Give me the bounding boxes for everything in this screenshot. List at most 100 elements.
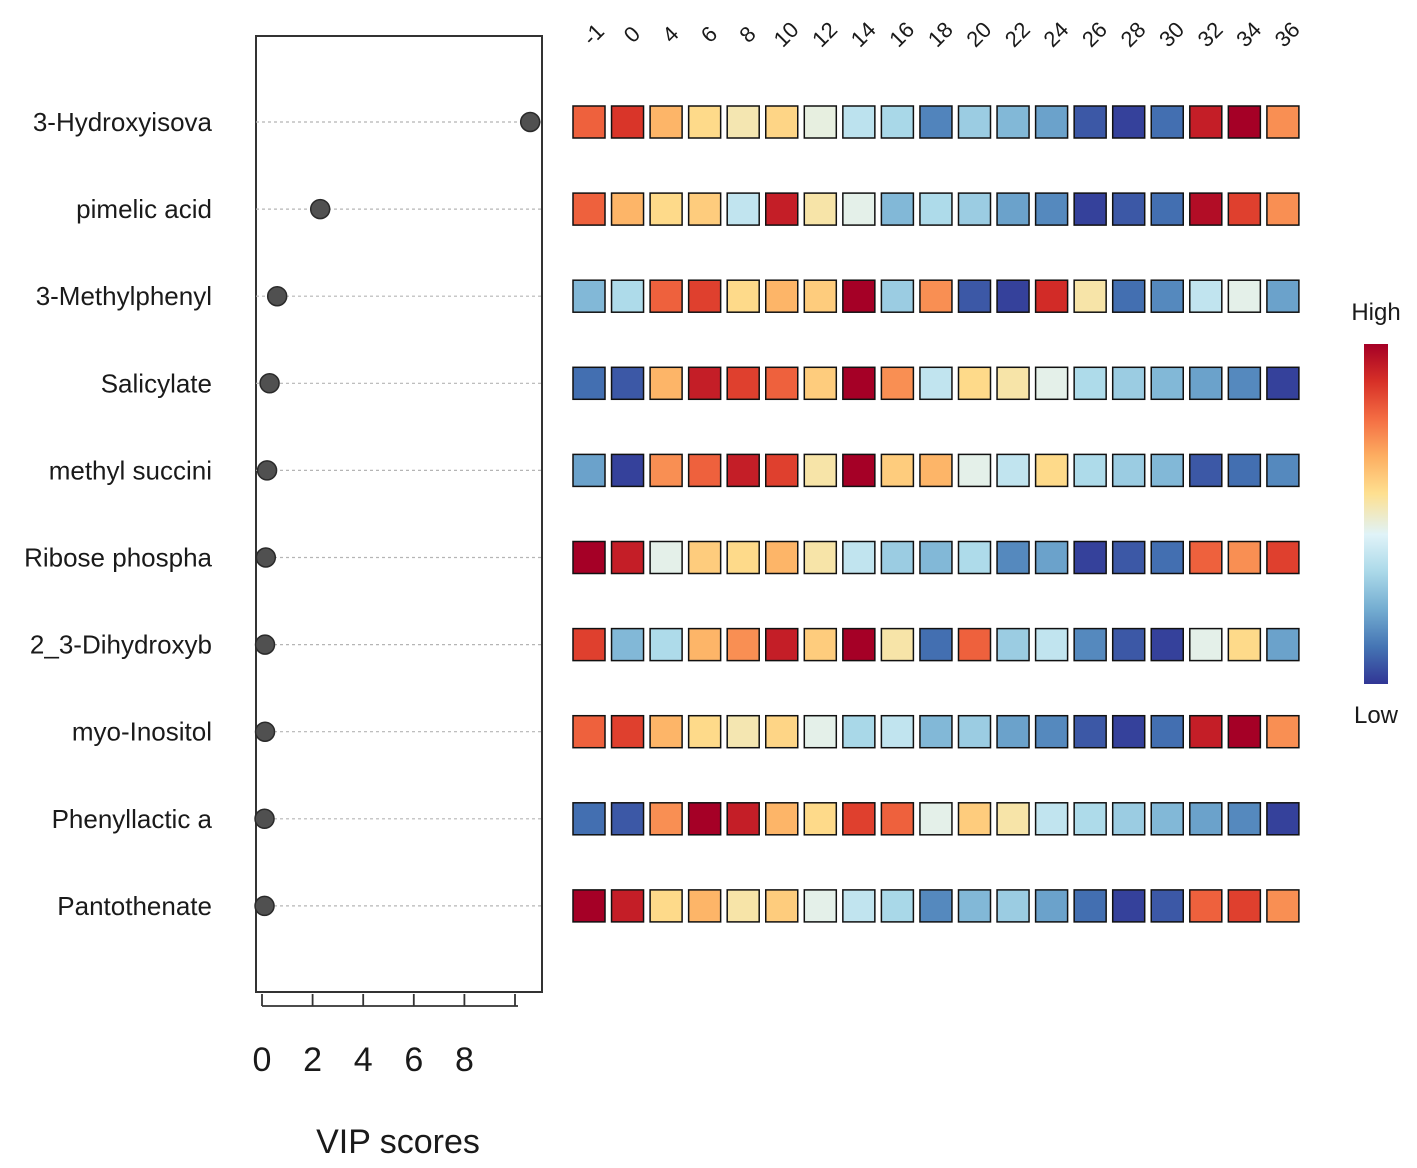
- heatmap-column-labels: -1 0 4 6 8 10 12 14 16 18 20 22 24 26 28 30 32 34 36: [578, 17, 1305, 52]
- heatmap-cell: [572, 453, 606, 488]
- heatmap-cell: [880, 105, 915, 139]
- heatmap-cell: [842, 714, 876, 749]
- heatmap-cell: [1189, 453, 1223, 488]
- heatmap-cell: [957, 279, 992, 313]
- heatmap-cell: [765, 192, 799, 226]
- column-label: 26: [1077, 17, 1112, 52]
- heatmap-cell: [919, 105, 953, 139]
- heatmap-cell: [1073, 105, 1107, 139]
- heatmap-cell: [842, 105, 876, 139]
- heatmap-cell: [919, 889, 953, 923]
- heatmap-cell: [803, 366, 838, 401]
- heatmap-cell: [1189, 105, 1223, 139]
- heatmap-cell: [1073, 279, 1107, 313]
- heatmap-cell: [1150, 105, 1184, 139]
- heatmap-cell: [1266, 889, 1300, 923]
- row-labels: 3-Hydroxyisova pimelic acid 3-Methylphenyl…: [24, 107, 212, 921]
- heatmap-cell: [1034, 627, 1069, 662]
- heatmap-cell: [1266, 192, 1300, 226]
- column-label: 14: [846, 17, 881, 52]
- heatmap-cell: [1034, 279, 1069, 313]
- x-tick-label: 6: [404, 1041, 423, 1079]
- heatmap-cell: [1150, 714, 1184, 749]
- heatmap-cell: [726, 627, 760, 662]
- heatmap-cell: [1034, 889, 1069, 923]
- vip-dot: [255, 547, 277, 568]
- heatmap-cell: [726, 105, 760, 139]
- heatmap-cell: [803, 714, 838, 749]
- heatmap-cell: [957, 192, 992, 226]
- heatmap-cell: [1073, 366, 1107, 401]
- column-label: 32: [1193, 17, 1228, 52]
- heatmap-cell: [1227, 453, 1262, 488]
- column-label: 22: [1000, 17, 1035, 52]
- heatmap-cell: [1034, 453, 1069, 488]
- vip-dots: [254, 111, 541, 917]
- heatmap-cell: [842, 279, 876, 313]
- row-label: Phenyllactic a: [52, 804, 213, 834]
- heatmap-cell: [687, 192, 722, 226]
- heatmap-cell: [572, 105, 606, 139]
- heatmap-cell: [803, 540, 838, 575]
- heatmap-cell: [996, 714, 1030, 749]
- heatmap-cell: [1266, 714, 1300, 749]
- row-label: pimelic acid: [76, 194, 212, 224]
- heatmap-cell: [880, 889, 915, 923]
- heatmap-cell: [1227, 714, 1262, 749]
- heatmap-cell: [765, 714, 799, 749]
- heatmap-cell: [1189, 802, 1223, 836]
- heatmap-cell: [957, 802, 992, 836]
- heatmap-cell: [996, 192, 1030, 226]
- heatmap-cell: [919, 366, 953, 401]
- heatmap-cell: [919, 627, 953, 662]
- heatmap-cell: [1189, 192, 1223, 226]
- column-label: -1: [578, 19, 610, 51]
- heatmap-cell: [1266, 802, 1300, 836]
- heatmap-cell: [1227, 627, 1262, 662]
- heatmap-cell: [1111, 802, 1146, 836]
- heatmap-cell: [649, 627, 683, 662]
- heatmap-cell: [726, 192, 760, 226]
- vip-dot: [266, 285, 288, 307]
- heatmap-cell: [1034, 802, 1069, 836]
- heatmap-cell: [765, 279, 799, 313]
- heatmap-cell: [765, 627, 799, 662]
- heatmap-cell: [1073, 889, 1107, 923]
- vip-dot: [254, 634, 276, 655]
- heatmap-cell: [687, 714, 722, 749]
- legend-low-label: Low: [1354, 702, 1399, 729]
- heatmap-cell: [1111, 366, 1146, 401]
- heatmap-cell: [765, 453, 799, 488]
- heatmap-cell: [687, 540, 722, 575]
- heatmap-cell: [1189, 279, 1223, 313]
- heatmap-cell: [1266, 540, 1300, 575]
- heatmap-cell: [610, 279, 645, 313]
- heatmap-cell: [957, 540, 992, 575]
- heatmap-cell: [919, 279, 953, 313]
- heatmap-cell: [687, 889, 722, 923]
- heatmap-cell: [880, 279, 915, 313]
- heatmap-cell: [880, 540, 915, 575]
- row-label: 3-Methylphenyl: [36, 281, 212, 311]
- heatmap-cell: [572, 366, 606, 401]
- heatmap-cell: [726, 453, 760, 488]
- heatmap-cell: [649, 453, 683, 488]
- heatmap-cell: [687, 366, 722, 401]
- heatmap-cell: [1150, 627, 1184, 662]
- heatmap-cell: [880, 453, 915, 488]
- heatmap-cell: [765, 889, 799, 923]
- vip-dot: [519, 111, 541, 133]
- heatmap-cell: [610, 627, 645, 662]
- heatmap-cell: [803, 889, 838, 923]
- heatmap-cell: [572, 192, 606, 226]
- heatmap-cell: [687, 802, 722, 836]
- heatmap-cell: [765, 105, 799, 139]
- heatmap-cell: [765, 366, 799, 401]
- column-label: 16: [884, 17, 919, 52]
- column-label: 30: [1154, 17, 1189, 52]
- heatmap-cell: [649, 802, 683, 836]
- column-label: 18: [923, 17, 958, 52]
- heatmap-cell: [1073, 802, 1107, 836]
- column-label: 24: [1038, 17, 1073, 52]
- heatmap-cell: [610, 453, 645, 488]
